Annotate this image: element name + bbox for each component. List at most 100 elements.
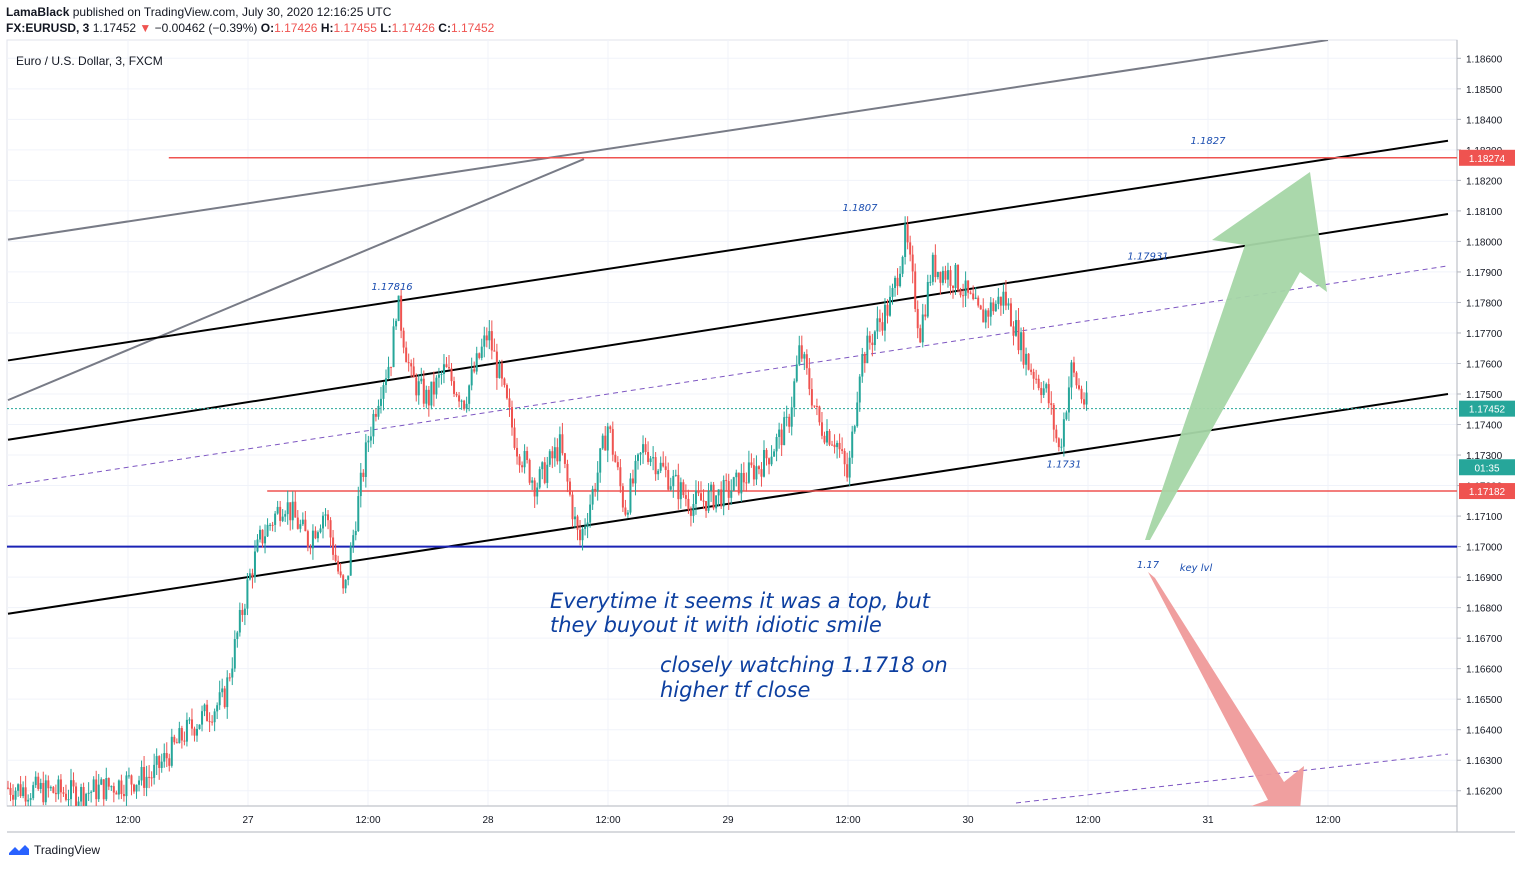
candle-body (742, 472, 745, 483)
support-badge (1459, 483, 1515, 500)
bullish-arrow (1145, 172, 1327, 540)
channel-top-line (7, 139, 1449, 362)
candle-body (954, 264, 957, 288)
y-tick-label: 1.17700 (1466, 329, 1503, 340)
candle-body (42, 782, 45, 803)
candle-body (150, 777, 153, 779)
candle-body (57, 779, 60, 795)
candle-body (334, 554, 337, 561)
candle-body (362, 472, 365, 477)
x-tick-label: 30 (962, 815, 974, 826)
candle-body (64, 793, 67, 800)
candle-body (445, 364, 448, 368)
level-note: key lvl (1180, 563, 1213, 574)
candle-body (851, 431, 854, 458)
candle-body (757, 466, 760, 470)
candle-body (551, 451, 554, 459)
author-name[interactable]: LamaBlack (6, 5, 70, 19)
candle-body (344, 579, 347, 589)
candle-body (314, 530, 317, 539)
candle-body (39, 782, 42, 789)
candle-body (936, 271, 939, 278)
candle-body (266, 524, 269, 537)
candle-body (437, 374, 440, 378)
candle-body (201, 711, 204, 725)
candle-body (634, 460, 637, 484)
candle-body (1075, 372, 1078, 386)
resistance-badge-label: 1.18274 (1469, 154, 1506, 165)
price-chart[interactable]: 1.186001.185001.184001.183001.182001.181… (0, 0, 1520, 840)
candle-body (281, 516, 284, 521)
candle-body (143, 766, 146, 788)
candle-body (193, 728, 196, 736)
bearish-arrow (1148, 572, 1304, 806)
candle-body (324, 514, 327, 516)
candle-body (354, 531, 357, 536)
y-tick-label: 1.16400 (1466, 726, 1503, 737)
support-badge-label: 1.17182 (1469, 487, 1506, 498)
candle-body (271, 524, 274, 526)
candle-body (241, 609, 244, 615)
candle-body (218, 692, 221, 706)
candle-body (289, 502, 292, 521)
candle-body (170, 736, 173, 766)
candle-body (77, 801, 80, 806)
candle-body (80, 787, 83, 802)
candle-body (788, 416, 791, 427)
candle-body (629, 478, 632, 513)
candle-body (1062, 419, 1065, 447)
candle-body (679, 482, 682, 500)
y-tick-label: 1.16900 (1466, 573, 1503, 584)
candle-body (649, 458, 652, 463)
candle-body (1030, 369, 1033, 372)
candle-body (866, 335, 869, 364)
candle-body (236, 632, 239, 640)
candle-body (284, 514, 287, 517)
candle-body (702, 500, 705, 502)
candle-body (770, 456, 773, 465)
footer: TradingView (8, 843, 100, 857)
candle-body (974, 297, 977, 300)
candle-body (906, 224, 909, 243)
candle-body (541, 462, 544, 470)
candle-body (969, 292, 972, 294)
commentary-note: Everytime it seems it was a top, but (550, 589, 931, 613)
candle-body (967, 280, 970, 293)
candle-body (430, 381, 433, 406)
candle-body (107, 778, 110, 787)
candle-body (1012, 326, 1015, 336)
candle-body (291, 501, 294, 521)
candle-body (672, 475, 675, 487)
candle-body (604, 435, 607, 451)
symbol-label[interactable]: FX:EURUSD, 3 (6, 21, 90, 35)
channel-mid-line (7, 212, 1449, 441)
candle-body (498, 363, 501, 378)
candle-body (755, 466, 758, 480)
candle-body (145, 776, 148, 788)
candle-body (692, 503, 695, 516)
candle-body (29, 798, 32, 800)
candle-body (238, 609, 241, 633)
candle-body (740, 472, 743, 494)
candle-body (546, 464, 549, 483)
candle-body (490, 331, 493, 351)
candle-body (1052, 404, 1055, 430)
candle-body (750, 462, 753, 466)
candle-body (732, 477, 735, 491)
candle-body (596, 472, 599, 492)
candle-body (521, 465, 524, 468)
candle-body (783, 417, 786, 446)
candle-body (886, 304, 889, 316)
candle-body (294, 501, 297, 518)
y-tick-label: 1.17800 (1466, 298, 1503, 309)
tradingview-logo-icon[interactable] (8, 843, 30, 857)
footer-brand[interactable]: TradingView (34, 843, 101, 857)
candle-body (233, 639, 236, 669)
publish-info: published on TradingView.com, July 30, 2… (72, 5, 392, 19)
candle-body (878, 318, 881, 323)
candle-body (1070, 362, 1073, 388)
chart-header: LamaBlack published on TradingView.com, … (6, 4, 494, 36)
candle-body (760, 469, 763, 477)
y-tick-label: 1.16700 (1466, 634, 1503, 645)
low-value: 1.17426 (391, 21, 435, 35)
